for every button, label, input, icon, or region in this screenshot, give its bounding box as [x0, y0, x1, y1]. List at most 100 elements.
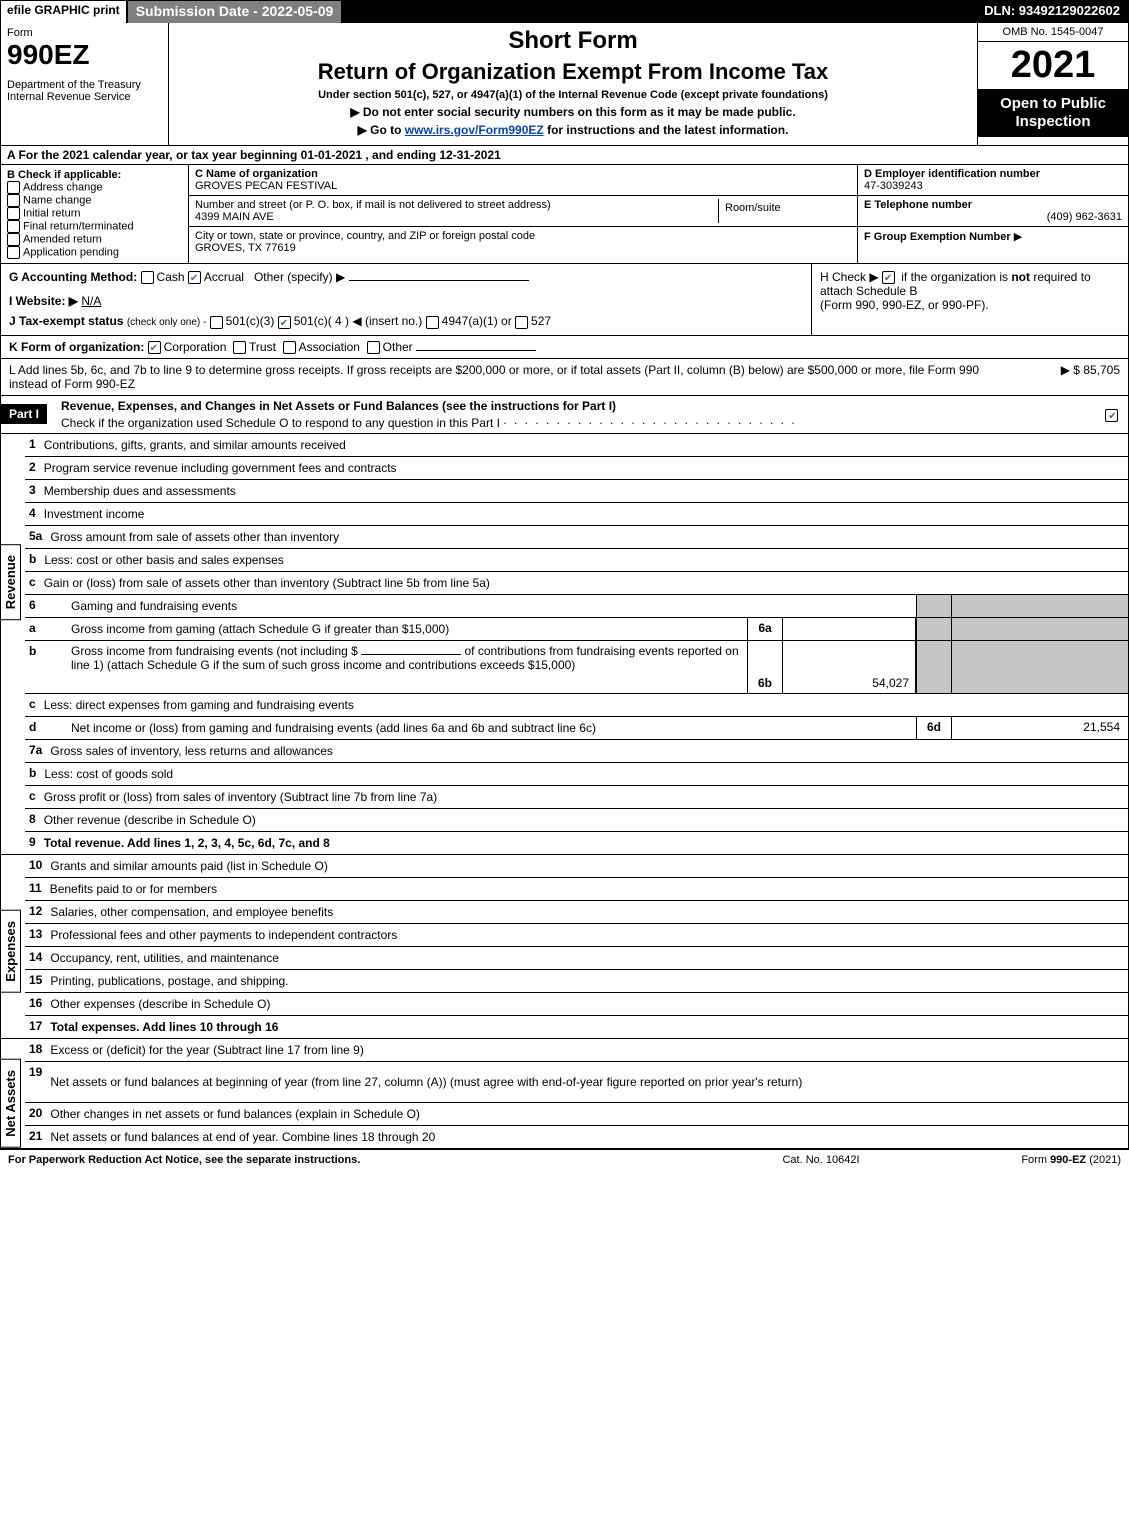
row-14: 14 Occupancy, rent, utilities, and maint… [25, 947, 1128, 970]
J-o2: 501(c)( 4 ) ◀ (insert no.) [294, 314, 423, 328]
checkbox-checked-icon[interactable] [278, 316, 291, 329]
checkbox-icon[interactable] [7, 233, 20, 246]
checkbox-icon[interactable] [7, 220, 20, 233]
checkbox-icon[interactable] [7, 194, 20, 207]
dots [403, 931, 1129, 938]
row-4: 4 Investment income 4 28 [25, 503, 1128, 526]
rval-grey [952, 618, 1128, 640]
dots [290, 556, 1129, 563]
num: 12 [25, 901, 46, 923]
row-5c: c Gain or (loss) from sale of assets oth… [25, 572, 1128, 595]
desc: Other expenses (describe in Schedule O) [46, 993, 1129, 1015]
checkbox-checked-icon[interactable] [148, 341, 161, 354]
dots [284, 1023, 1129, 1030]
row-6: 6 Gaming and fundraising events [25, 595, 1128, 618]
dots [426, 1110, 1129, 1117]
H-t1: H Check ▶ [820, 270, 882, 284]
rlbl-grey [916, 618, 952, 640]
checkbox-icon[interactable] [515, 316, 528, 329]
footer-right-form: 990-EZ [1050, 1154, 1086, 1166]
L-text: L Add lines 5b, 6c, and 7b to line 9 to … [9, 363, 1000, 391]
checkbox-icon[interactable] [233, 341, 246, 354]
checkbox-icon[interactable] [210, 316, 223, 329]
checkbox-icon[interactable] [7, 246, 20, 259]
B-item-5: Application pending [7, 246, 182, 259]
checkbox-icon[interactable] [141, 271, 154, 284]
netassets-section: Net Assets 18 Excess or (deficit) for th… [1, 1039, 1128, 1149]
D-value: 47-3039243 [864, 180, 1122, 192]
row-6d: d Net income or (loss) from gaming and f… [25, 717, 1128, 740]
checkbox-icon[interactable] [367, 341, 380, 354]
desc-text: Gross income from gaming (attach Schedul… [71, 622, 449, 636]
K-label: K Form of organization: [9, 340, 144, 354]
dept-treasury: Department of the Treasury Internal Reve… [7, 79, 162, 103]
mval [783, 618, 916, 640]
goto-link[interactable]: www.irs.gov/Form990EZ [405, 123, 544, 137]
desc-text: Gross sales of inventory, less returns a… [50, 744, 333, 758]
num: 15 [25, 970, 46, 992]
num: 2 [25, 457, 40, 479]
checkbox-icon[interactable] [7, 207, 20, 220]
G-other-line[interactable] [349, 280, 529, 281]
header-left: Form 990EZ Department of the Treasury In… [1, 23, 169, 145]
tax-year: 2021 [978, 42, 1128, 89]
num: 11 [25, 878, 46, 900]
mlbl: 6b [747, 641, 783, 693]
num: 1 [25, 434, 40, 456]
desc-text: Net assets or fund balances at end of ye… [50, 1130, 435, 1144]
desc-text: Net income or (loss) from gaming and fun… [71, 721, 596, 735]
short-form-title: Short Form [177, 27, 969, 55]
no-ssn-line: ▶ Do not enter social security numbers o… [177, 105, 969, 119]
desc-text: Benefits paid to or for members [50, 882, 217, 896]
row-10: 10 Grants and similar amounts paid (list… [25, 855, 1128, 878]
desc: Gross profit or (loss) from sales of inv… [40, 786, 1129, 808]
G-accrual: Accrual [204, 270, 244, 284]
checkbox-icon[interactable] [7, 181, 20, 194]
num: 13 [25, 924, 46, 946]
goto-line: ▶ Go to www.irs.gov/Form990EZ for instru… [177, 123, 969, 137]
footer-mid: Cat. No. 10642I [721, 1154, 921, 1166]
desc: Net assets or fund balances at end of ye… [46, 1126, 1129, 1148]
dots [503, 413, 803, 427]
num: c [25, 694, 40, 716]
E-label: E Telephone number [864, 199, 1122, 211]
form-word: Form [7, 27, 162, 39]
dots [403, 464, 1129, 471]
return-title: Return of Organization Exempt From Incom… [177, 59, 969, 85]
goto-tail: for instructions and the latest informat… [544, 123, 789, 137]
checkbox-checked-icon[interactable] [188, 271, 201, 284]
C-city-label: City or town, state or province, country… [195, 230, 851, 242]
dots [808, 1078, 1129, 1085]
desc-text: Membership dues and assessments [44, 484, 236, 498]
checkbox-icon[interactable] [426, 316, 439, 329]
rval-grey [952, 595, 1128, 617]
row-12: 12 Salaries, other compensation, and emp… [25, 901, 1128, 924]
num: 20 [25, 1103, 46, 1125]
desc: Program service revenue including govern… [40, 457, 1129, 479]
K-other-line[interactable] [416, 350, 536, 351]
header-center: Short Form Return of Organization Exempt… [169, 23, 977, 145]
desc-text1: Gross income from fundraising events (no… [71, 644, 358, 658]
row-21: 21 Net assets or fund balances at end of… [25, 1126, 1128, 1148]
desc: Professional fees and other payments to … [46, 924, 1129, 946]
row-K: K Form of organization: Corporation Trus… [1, 336, 1128, 359]
desc: Total expenses. Add lines 10 through 16▶ [46, 1016, 1129, 1038]
checkbox-checked-icon[interactable] [1105, 409, 1118, 422]
dots [336, 839, 1129, 846]
desc-text: Less: cost of goods sold [44, 767, 173, 781]
C-name-label: C Name of organization [195, 168, 851, 180]
B-item-4: Amended return [7, 233, 182, 246]
J-o3: 4947(a)(1) or [442, 314, 512, 328]
row-2: 2 Program service revenue including gove… [25, 457, 1128, 480]
desc: Other changes in net assets or fund bala… [46, 1103, 1129, 1125]
rval-grey [952, 641, 1128, 693]
row-9: 9 Total revenue. Add lines 1, 2, 3, 4, 5… [25, 832, 1128, 854]
desc-text: Grants and similar amounts paid (list in… [50, 859, 327, 873]
J-o4: 527 [531, 314, 551, 328]
checkbox-checked-icon[interactable] [882, 271, 895, 284]
H-not: not [1011, 270, 1030, 284]
rlbl-grey [916, 595, 952, 617]
blank-line[interactable] [361, 654, 461, 655]
checkbox-icon[interactable] [283, 341, 296, 354]
num: b [25, 763, 40, 785]
